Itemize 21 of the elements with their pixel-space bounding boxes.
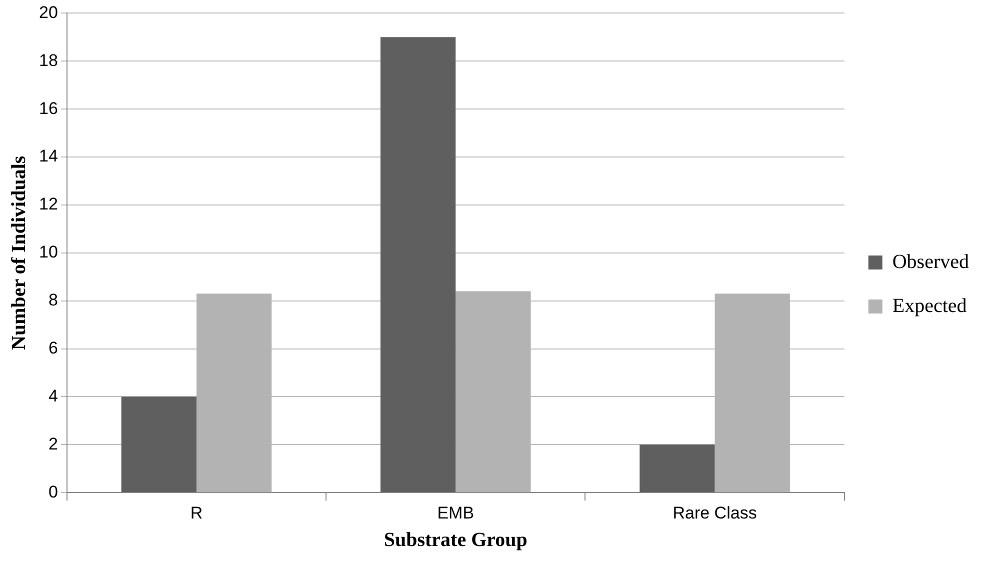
- y-tick-label: 8: [48, 290, 58, 310]
- bar: [380, 37, 456, 492]
- y-tick-label: 4: [48, 386, 58, 406]
- y-tick-label: 14: [38, 146, 58, 166]
- y-tick-label: 18: [38, 50, 58, 70]
- x-tick-label: Rare Class: [672, 503, 757, 522]
- y-tick-label: 10: [38, 242, 58, 262]
- y-tick-label: 0: [48, 482, 58, 502]
- x-tick-label: R: [190, 503, 203, 522]
- bar: [640, 444, 715, 492]
- y-axis-title: Number of Individuals: [8, 156, 30, 350]
- y-tick-label: 2: [48, 434, 58, 454]
- legend-label: Expected: [892, 294, 967, 317]
- bar: [121, 396, 196, 492]
- y-tick-label: 16: [38, 98, 58, 118]
- legend-label: Observed: [892, 250, 969, 273]
- x-axis-title: Substrate Group: [384, 529, 528, 552]
- y-tick-label: 6: [48, 338, 58, 358]
- x-tick-label: EMB: [437, 503, 474, 522]
- y-tick-label: 20: [38, 2, 58, 22]
- y-tick-label: 12: [38, 194, 58, 214]
